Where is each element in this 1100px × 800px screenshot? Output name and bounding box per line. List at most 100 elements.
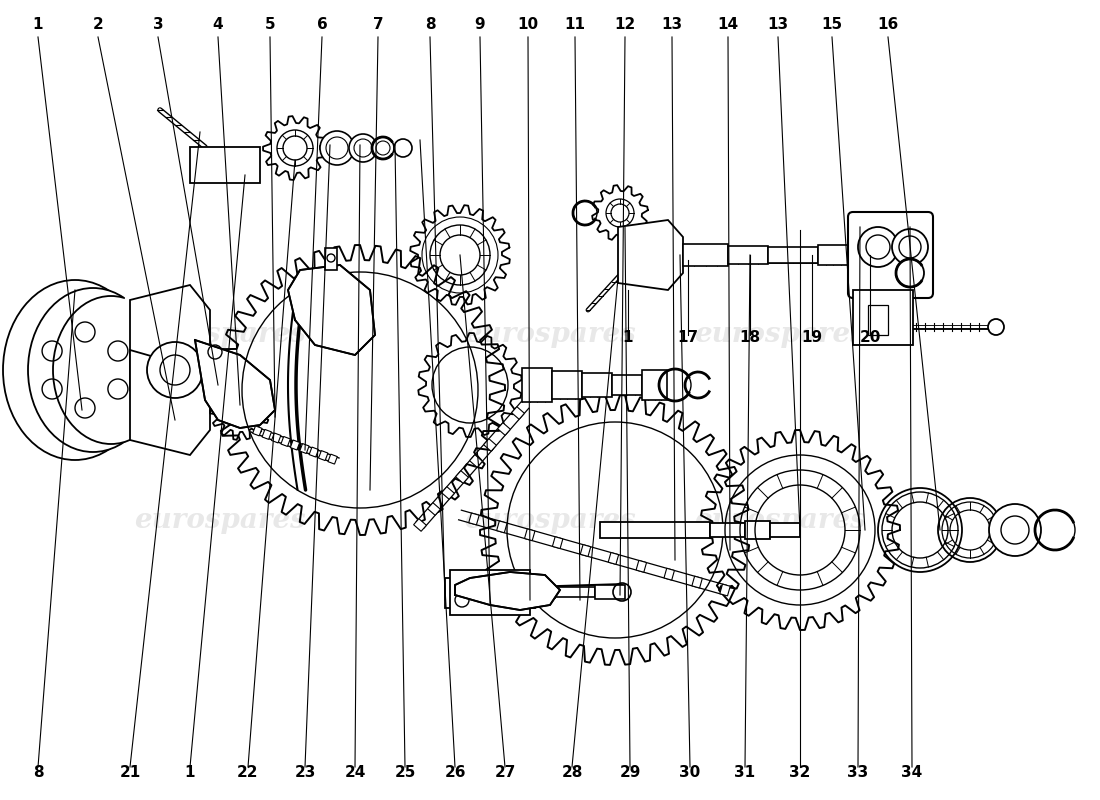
- Polygon shape: [262, 430, 272, 439]
- Circle shape: [394, 139, 412, 157]
- Text: eurospares: eurospares: [134, 322, 306, 349]
- Polygon shape: [496, 521, 507, 533]
- Bar: [710, 523, 745, 537]
- Circle shape: [892, 229, 928, 265]
- Bar: [556, 587, 595, 597]
- Bar: [768, 247, 818, 263]
- Polygon shape: [280, 437, 290, 446]
- Polygon shape: [290, 440, 299, 450]
- Text: 16: 16: [878, 17, 899, 32]
- Text: 30: 30: [680, 765, 701, 780]
- Text: 33: 33: [847, 765, 869, 780]
- Polygon shape: [484, 438, 496, 451]
- Text: 13: 13: [768, 17, 789, 32]
- FancyBboxPatch shape: [848, 212, 933, 298]
- Ellipse shape: [3, 280, 147, 460]
- Polygon shape: [309, 447, 319, 457]
- Text: 26: 26: [444, 765, 465, 780]
- Bar: [600, 522, 710, 538]
- Text: 34: 34: [901, 765, 923, 780]
- Polygon shape: [130, 350, 210, 455]
- Bar: [728, 246, 768, 264]
- Bar: [595, 585, 625, 599]
- Bar: [324, 248, 337, 270]
- Bar: [582, 373, 612, 397]
- Polygon shape: [195, 340, 275, 428]
- Circle shape: [988, 319, 1004, 335]
- Text: eurospares: eurospares: [694, 506, 866, 534]
- Bar: [450, 570, 530, 615]
- Circle shape: [896, 259, 924, 287]
- Polygon shape: [299, 443, 309, 454]
- Text: 12: 12: [615, 17, 636, 32]
- Bar: [522, 368, 552, 402]
- Polygon shape: [608, 553, 618, 564]
- Bar: [446, 578, 535, 608]
- Text: 20: 20: [859, 330, 881, 345]
- Polygon shape: [253, 426, 262, 436]
- Polygon shape: [319, 450, 328, 461]
- Polygon shape: [455, 470, 469, 483]
- Text: 6: 6: [317, 17, 328, 32]
- Circle shape: [160, 355, 190, 385]
- Circle shape: [455, 593, 469, 607]
- Polygon shape: [441, 486, 454, 499]
- Text: 18: 18: [739, 330, 760, 345]
- Text: eurospares: eurospares: [464, 506, 636, 534]
- Bar: [525, 586, 556, 598]
- Text: 24: 24: [344, 765, 365, 780]
- Text: 4: 4: [212, 17, 223, 32]
- Polygon shape: [469, 513, 480, 525]
- Text: 32: 32: [790, 765, 811, 780]
- Polygon shape: [664, 568, 674, 580]
- Polygon shape: [272, 433, 280, 443]
- Ellipse shape: [28, 288, 158, 452]
- Text: 1: 1: [623, 330, 634, 345]
- Text: eurospares: eurospares: [134, 506, 306, 534]
- Text: 2: 2: [92, 17, 103, 32]
- Text: 7: 7: [373, 17, 383, 32]
- Circle shape: [349, 134, 377, 162]
- Polygon shape: [288, 265, 375, 355]
- Bar: [818, 245, 848, 265]
- Text: 19: 19: [802, 330, 823, 345]
- Text: eurospares: eurospares: [464, 322, 636, 349]
- Polygon shape: [470, 454, 483, 467]
- Bar: [683, 244, 728, 266]
- Polygon shape: [512, 406, 525, 419]
- Circle shape: [320, 131, 354, 165]
- Circle shape: [372, 137, 394, 159]
- Bar: [868, 305, 888, 335]
- Polygon shape: [428, 502, 440, 515]
- Text: 22: 22: [238, 765, 258, 780]
- Polygon shape: [525, 529, 535, 541]
- Text: 25: 25: [394, 765, 416, 780]
- Text: 3: 3: [153, 17, 163, 32]
- Polygon shape: [328, 454, 338, 464]
- Polygon shape: [618, 220, 683, 290]
- Text: 8: 8: [33, 765, 43, 780]
- Polygon shape: [497, 422, 510, 435]
- Text: 1: 1: [185, 765, 196, 780]
- Text: 13: 13: [661, 17, 683, 32]
- Text: 14: 14: [717, 17, 738, 32]
- Text: eurospares: eurospares: [694, 322, 866, 349]
- Bar: [190, 147, 260, 183]
- Polygon shape: [636, 561, 647, 572]
- Circle shape: [147, 342, 204, 398]
- Text: 29: 29: [619, 765, 640, 780]
- Polygon shape: [414, 518, 427, 531]
- Bar: [770, 523, 800, 537]
- Text: 17: 17: [678, 330, 698, 345]
- Text: 31: 31: [735, 765, 756, 780]
- Text: 8: 8: [425, 17, 436, 32]
- Polygon shape: [581, 545, 591, 557]
- Text: 1: 1: [33, 17, 43, 32]
- Polygon shape: [552, 537, 563, 549]
- Bar: [490, 585, 525, 599]
- Polygon shape: [719, 584, 730, 596]
- Text: 5: 5: [265, 17, 275, 32]
- Polygon shape: [455, 572, 560, 610]
- Bar: [552, 371, 582, 399]
- Bar: [852, 290, 913, 345]
